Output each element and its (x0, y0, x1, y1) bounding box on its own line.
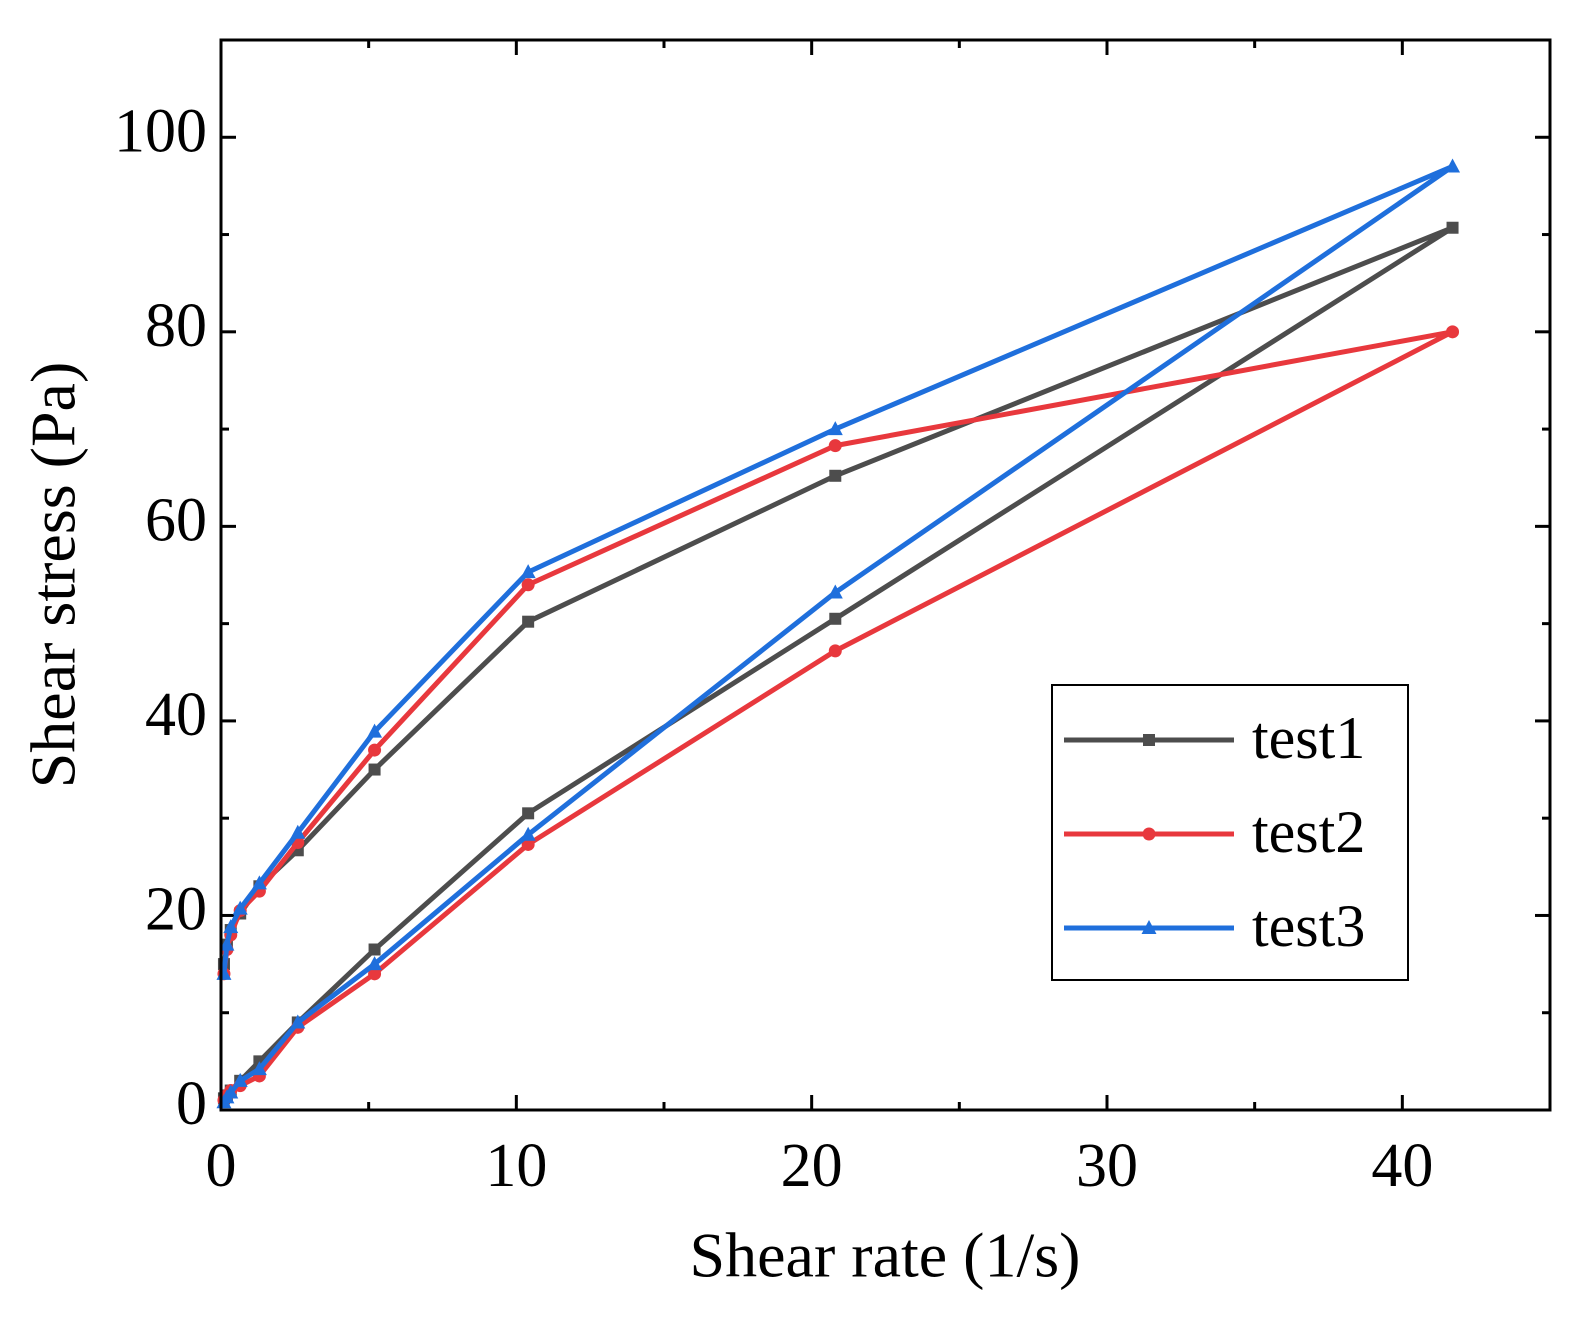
marker (827, 421, 843, 436)
marker (1446, 325, 1460, 339)
marker (1143, 734, 1155, 746)
marker (829, 469, 842, 482)
marker (522, 615, 535, 628)
legend-label: test2 (1252, 799, 1365, 865)
marker (368, 967, 382, 981)
x-tick-label: 0 (206, 1132, 237, 1200)
marker (828, 439, 842, 453)
marker (520, 564, 536, 579)
marker (1446, 221, 1459, 234)
marker (368, 763, 381, 776)
legend-label: test3 (1252, 893, 1365, 959)
x-axis-label: Shear rate (1/s) (690, 1220, 1081, 1291)
marker (223, 919, 239, 934)
marker (290, 1014, 306, 1029)
marker (1142, 827, 1156, 841)
y-tick-label: 0 (176, 1070, 207, 1138)
marker (521, 578, 535, 592)
x-tick-label: 10 (485, 1132, 547, 1200)
x-tick-label: 40 (1371, 1132, 1433, 1200)
marker (290, 824, 306, 839)
marker (827, 584, 843, 599)
marker (367, 723, 383, 738)
y-tick-label: 100 (114, 98, 207, 166)
marker (251, 875, 267, 890)
marker (219, 936, 235, 951)
marker (829, 612, 842, 625)
y-tick-label: 60 (145, 487, 207, 555)
marker (368, 943, 381, 956)
y-tick-label: 20 (145, 876, 207, 944)
x-tick-label: 20 (781, 1132, 843, 1200)
y-axis-label: Shear stress (Pa) (18, 362, 89, 789)
y-tick-label: 80 (145, 292, 207, 360)
y-tick-label: 40 (145, 681, 207, 749)
marker (232, 900, 248, 915)
marker (520, 826, 536, 841)
x-tick-label: 30 (1076, 1132, 1138, 1200)
marker (828, 644, 842, 658)
marker (232, 1072, 248, 1087)
marker (522, 807, 535, 820)
marker (251, 1061, 267, 1076)
marker (521, 837, 535, 851)
marker (367, 956, 383, 971)
marker (1141, 920, 1157, 934)
plot-frame (219, 38, 1552, 1112)
marker (1445, 158, 1461, 173)
legend-label: test1 (1252, 705, 1365, 771)
marker (223, 1084, 239, 1099)
marker (368, 743, 382, 757)
